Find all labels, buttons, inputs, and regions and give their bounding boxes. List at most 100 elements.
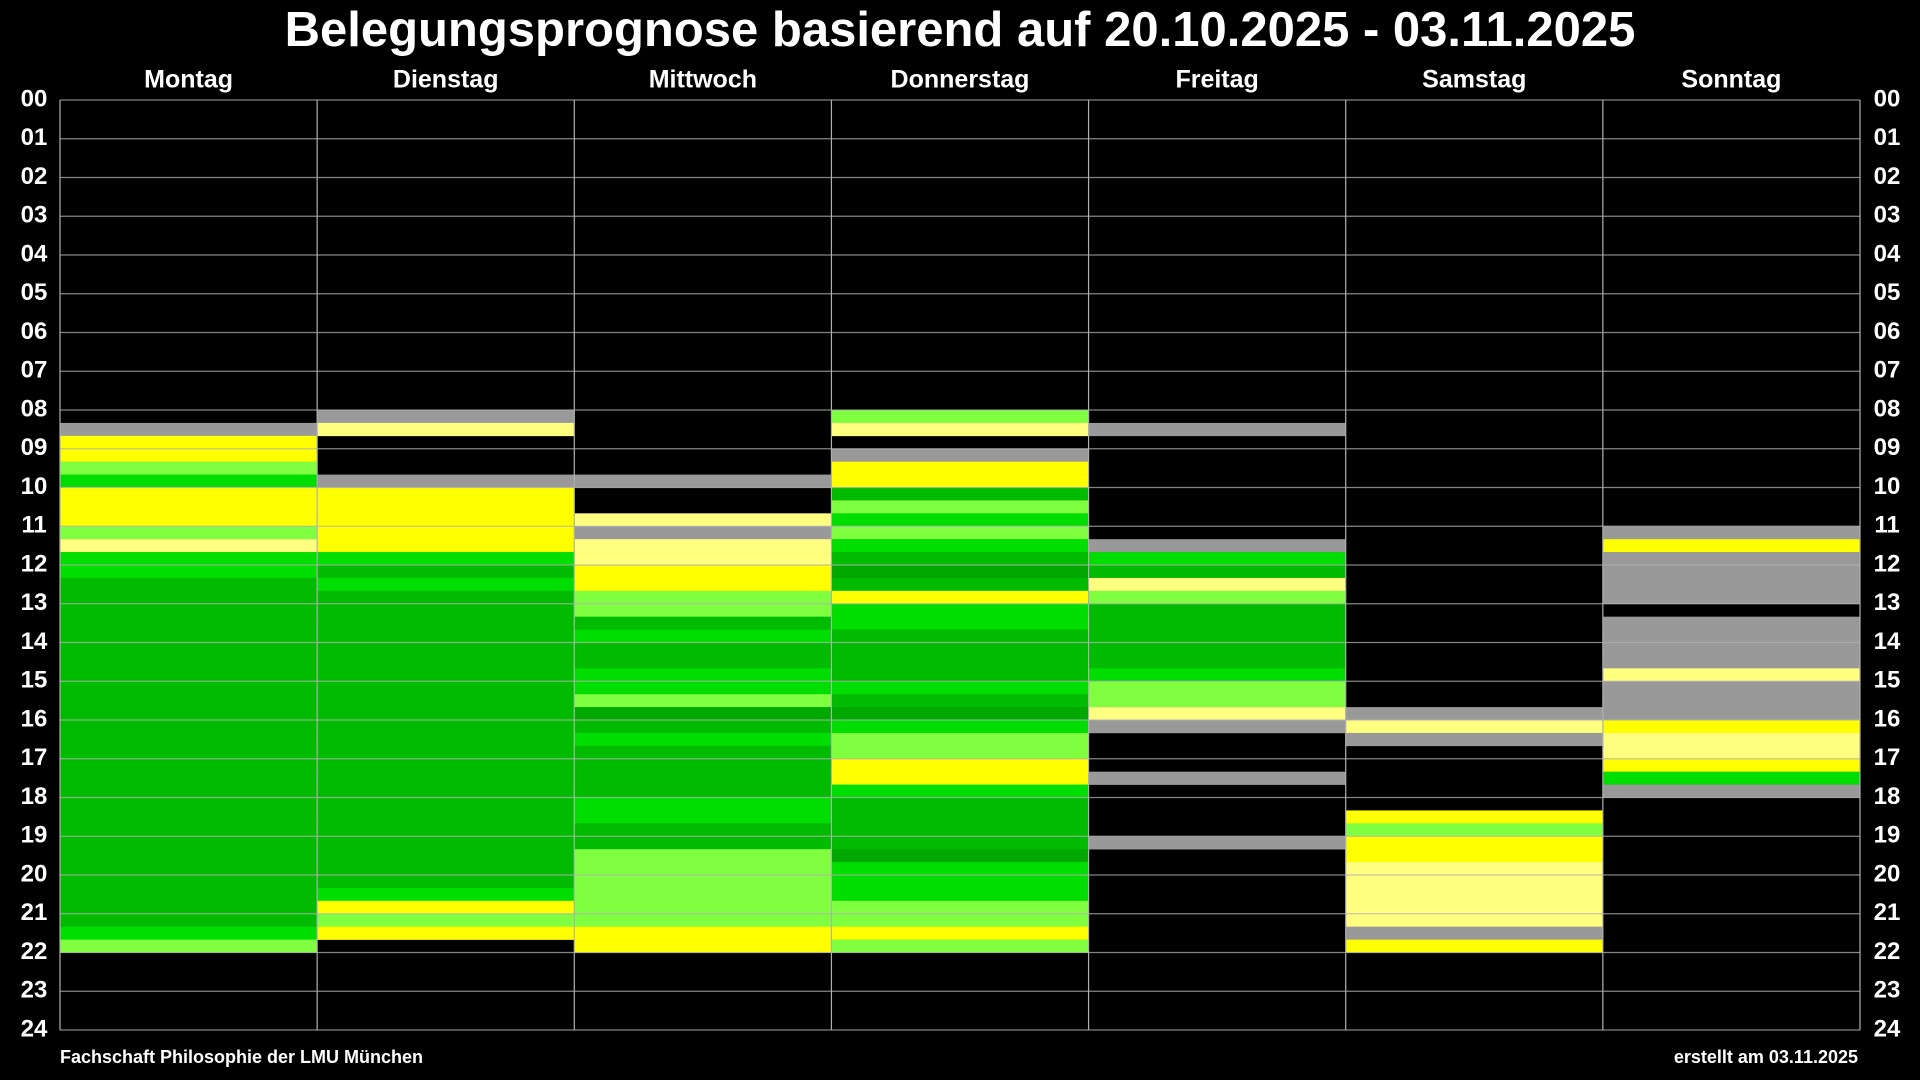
chart-title: Belegungsprognose basierend auf 20.10.20…: [285, 3, 1636, 57]
slot-cell: [831, 849, 1089, 863]
slot-cell: [1602, 745, 1860, 760]
slot-cell: [60, 513, 318, 527]
slot-cell: [1602, 771, 1860, 785]
slot-cell: [1345, 926, 1603, 940]
slot-cell: [317, 836, 575, 850]
slot-cell: [574, 668, 832, 682]
slot-cell: [1602, 655, 1860, 669]
slot-cell: [1345, 913, 1603, 927]
slot-cell: [60, 668, 318, 682]
slot-cell: [317, 410, 575, 424]
slot-cell: [60, 422, 318, 437]
slot-cell: [317, 500, 575, 514]
slot-cell: [1602, 642, 1860, 656]
slot-cell: [60, 616, 318, 630]
slot-cell: [831, 590, 1089, 605]
slot-cell: [60, 500, 318, 514]
y-tick-label: 24: [21, 1015, 48, 1042]
slot-cell: [1345, 887, 1603, 902]
slot-cell: [831, 797, 1089, 811]
y-tick-label: 17: [21, 744, 48, 771]
slot-cell: [1088, 603, 1346, 617]
slot-cell: [831, 448, 1089, 462]
slot-cell: [317, 681, 575, 695]
y-tick-label-right: 04: [1874, 240, 1901, 267]
slot-cell: [317, 616, 575, 630]
y-tick-label: 22: [21, 938, 48, 965]
slot-cell: [574, 539, 832, 553]
y-tick-label-right: 01: [1874, 124, 1901, 151]
slot-cell: [317, 539, 575, 553]
slot-cell: [317, 745, 575, 760]
slot-cell: [317, 797, 575, 811]
y-tick-label-right: 07: [1874, 357, 1901, 384]
y-tick-label: 18: [21, 783, 48, 810]
slot-cell: [317, 668, 575, 682]
slot-cell: [1088, 539, 1346, 553]
slot-cell: [60, 577, 318, 592]
slot-cell: [831, 875, 1089, 889]
y-tick-label-right: 23: [1874, 977, 1901, 1004]
slot-cell: [574, 577, 832, 592]
slot-cell: [60, 603, 318, 617]
slot-cell: [1345, 900, 1603, 915]
y-tick-label-right: 21: [1874, 899, 1901, 926]
slot-cell: [1088, 681, 1346, 695]
day-label: Montag: [144, 66, 233, 94]
slot-cell: [1345, 732, 1603, 747]
slot-cell: [831, 784, 1089, 798]
slot-cell: [60, 694, 318, 708]
slot-cell: [831, 939, 1089, 953]
slot-cell: [574, 836, 832, 850]
slot-cell: [60, 448, 318, 462]
slot-cell: [60, 642, 318, 656]
slot-cell: [317, 629, 575, 643]
slot-cell: [831, 823, 1089, 837]
slot-cell: [60, 797, 318, 811]
slot-cell: [831, 720, 1089, 734]
slot-cell: [1088, 629, 1346, 643]
y-tick-label: 06: [21, 318, 48, 345]
slot-cell: [1602, 758, 1860, 772]
slot-cell: [574, 565, 832, 579]
slot-cell: [317, 913, 575, 927]
slot-cell: [1602, 681, 1860, 695]
slot-cell: [60, 539, 318, 553]
slot-cell: [831, 603, 1089, 617]
y-tick-label: 07: [21, 357, 48, 384]
slot-cell: [60, 913, 318, 927]
slot-cell: [574, 862, 832, 876]
slot-cell: [60, 939, 318, 953]
slot-cell: [60, 836, 318, 850]
slot-cell: [60, 474, 318, 488]
slot-cell: [60, 590, 318, 605]
slot-cell: [317, 887, 575, 902]
slot-cell: [60, 810, 318, 824]
slot-cell: [60, 732, 318, 747]
slot-cell: [60, 823, 318, 837]
y-tick-label: 15: [21, 667, 48, 694]
slot-cell: [317, 823, 575, 837]
slot-cell: [574, 784, 832, 798]
slot-cell: [1088, 422, 1346, 437]
y-tick-label: 21: [21, 899, 48, 926]
day-label: Mittwoch: [649, 66, 757, 94]
slot-cell: [317, 720, 575, 734]
slot-cell: [574, 694, 832, 708]
y-tick-label: 12: [21, 550, 48, 577]
slot-cell: [831, 655, 1089, 669]
slot-cell: [1602, 720, 1860, 734]
slot-cell: [574, 810, 832, 824]
slot-cell: [831, 745, 1089, 760]
slot-cell: [1602, 539, 1860, 553]
y-tick-label-right: 06: [1874, 318, 1901, 345]
slot-cell: [1602, 707, 1860, 721]
y-tick-label: 19: [21, 822, 48, 849]
slot-cell: [317, 642, 575, 656]
y-tick-label-right: 00: [1874, 85, 1901, 112]
slot-cell: [831, 836, 1089, 850]
slot-cell: [1088, 771, 1346, 785]
y-tick-label-right: 19: [1874, 822, 1901, 849]
y-tick-label: 16: [21, 705, 48, 732]
